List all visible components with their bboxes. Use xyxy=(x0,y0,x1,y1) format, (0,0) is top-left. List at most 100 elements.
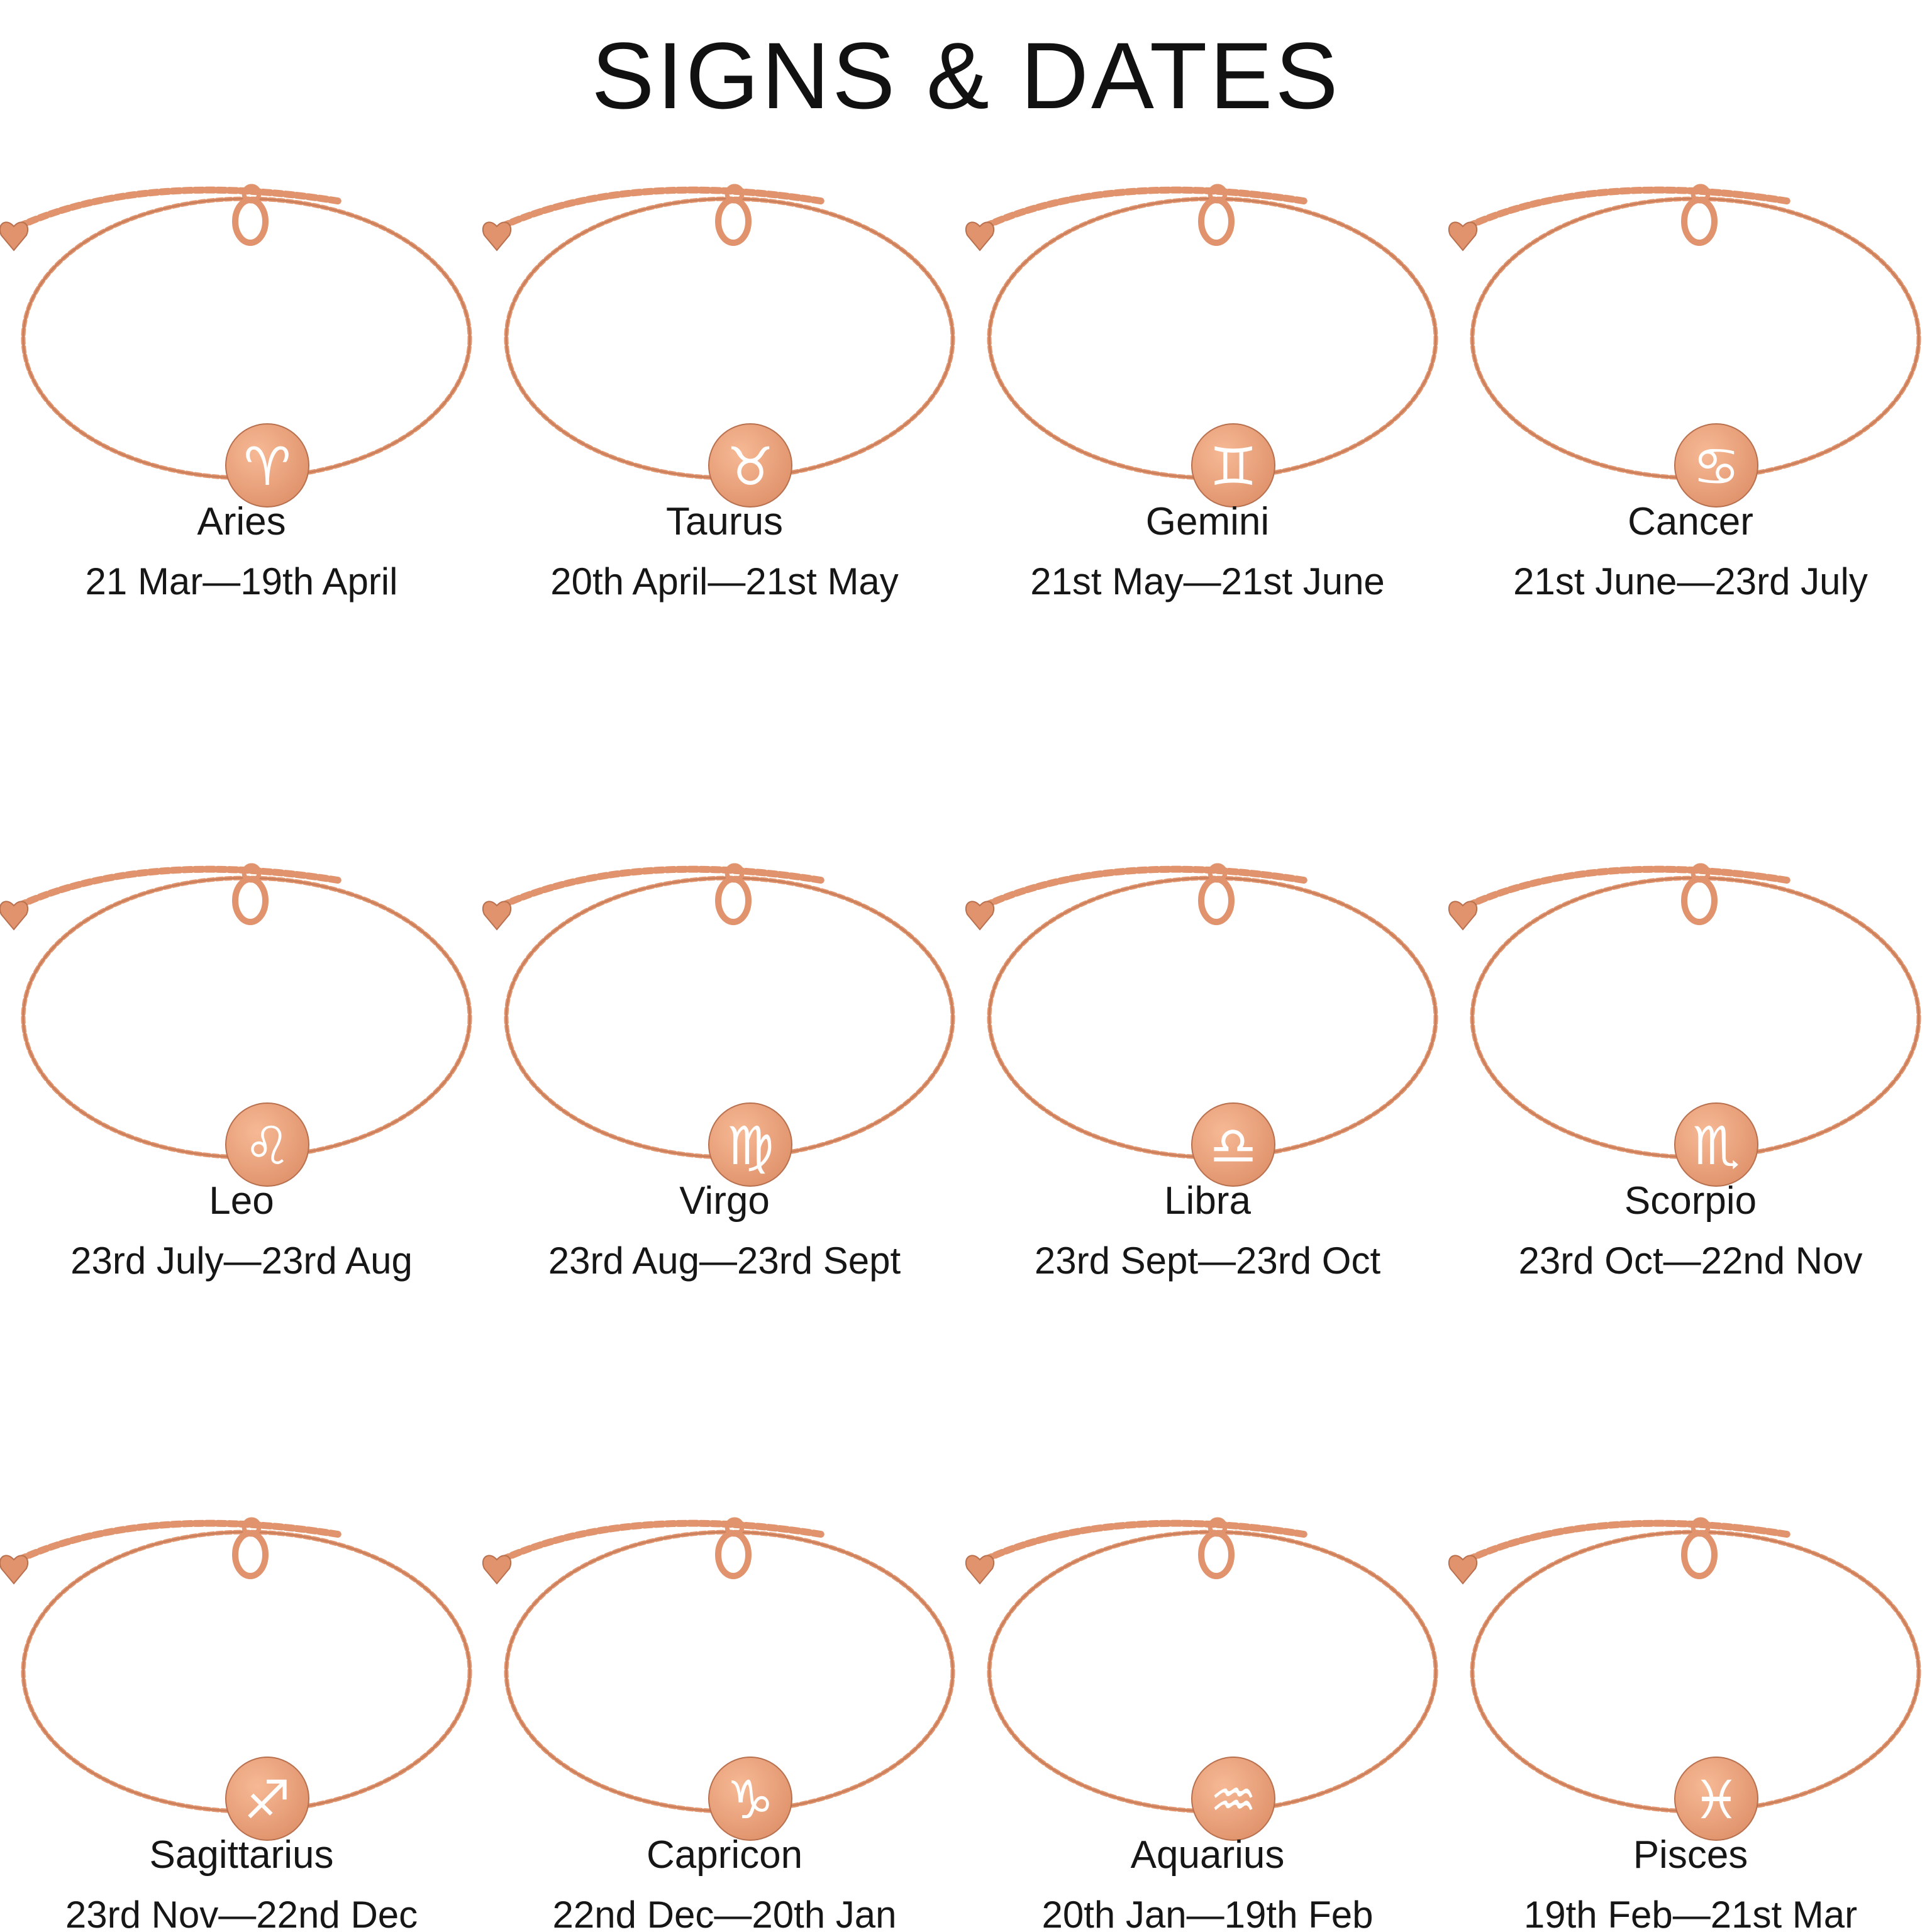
lobster-clasp-icon xyxy=(1198,1517,1235,1579)
sign-name: Cancer xyxy=(1628,500,1753,543)
taurus-icon: ♉ xyxy=(726,436,774,497)
extension-chain xyxy=(498,865,826,909)
sign-dates: 21st June—23rd July xyxy=(1513,560,1868,602)
scorpio-icon: ♏ xyxy=(1692,1115,1740,1177)
lobster-clasp-icon xyxy=(1198,863,1235,925)
sign-name: Leo xyxy=(209,1179,274,1223)
sign-dates: 23rd Oct—22nd Nov xyxy=(1518,1240,1863,1282)
heart-charm-icon xyxy=(965,1555,994,1585)
sign-dates: 20th April—21st May xyxy=(550,560,899,602)
bracelet-image: ♈ xyxy=(0,184,472,508)
sign-dates: 23rd Aug—23rd Sept xyxy=(548,1240,901,1282)
sign-dates: 23rd Sept—23rd Oct xyxy=(1034,1240,1381,1282)
bracelet-card-aquarius: ♒ Aquarius 20th Jan—19th Feb xyxy=(965,1478,1449,1932)
lobster-clasp-icon xyxy=(1681,184,1718,246)
zodiac-pendant: ♌ xyxy=(225,1102,309,1187)
sign-name: Taurus xyxy=(665,500,784,543)
aquarius-icon: ♒ xyxy=(1209,1769,1257,1831)
heart-charm-icon xyxy=(965,221,994,252)
zodiac-pendant: ♎ xyxy=(1191,1102,1275,1187)
sign-name: Aquarius xyxy=(1130,1833,1285,1877)
sign-name: Libra xyxy=(1164,1179,1251,1223)
heart-charm-icon xyxy=(1448,1555,1477,1585)
sign-name: Scorpio xyxy=(1624,1179,1757,1223)
bracelet-image: ♎ xyxy=(965,863,1438,1187)
sign-name: Pisces xyxy=(1633,1833,1748,1877)
heart-charm-icon xyxy=(0,901,28,931)
lobster-clasp-icon xyxy=(1198,184,1235,246)
bracelet-card-libra: ♎ Libra 23rd Sept—23rd Oct xyxy=(965,824,1449,1453)
sign-name: Gemini xyxy=(1145,500,1270,543)
sign-dates: 21 Mar—19th April xyxy=(85,560,398,602)
bracelet-image: ♊ xyxy=(965,184,1438,508)
sign-dates: 21st May—21st June xyxy=(1030,560,1385,602)
bracelet-card-scorpio: ♏ Scorpio 23rd Oct—22nd Nov xyxy=(1448,824,1932,1453)
bracelet-card-virgo: ♍ Virgo 23rd Aug—23rd Sept xyxy=(482,824,966,1453)
sign-name: Capricon xyxy=(646,1833,803,1877)
zodiac-pendant: ♓ xyxy=(1674,1757,1758,1841)
bracelet-card-sagittarius: ♐ Sagittarius 23rd Nov—22nd Dec xyxy=(0,1478,483,1932)
bracelet-image: ♓ xyxy=(1448,1517,1921,1841)
extension-chain xyxy=(981,186,1309,230)
sign-dates: 23rd Nov—22nd Dec xyxy=(65,1894,418,1932)
heart-charm-icon xyxy=(482,901,511,931)
sagittarius-icon: ♐ xyxy=(243,1769,291,1831)
heart-charm-icon xyxy=(1448,221,1477,252)
leo-icon: ♌ xyxy=(243,1115,291,1177)
zodiac-pendant: ♍ xyxy=(708,1102,792,1187)
bracelet-card-leo: ♌ Leo 23rd July—23rd Aug xyxy=(0,824,483,1453)
lobster-clasp-icon xyxy=(715,184,752,246)
zodiac-pendant: ♈ xyxy=(225,423,309,508)
extension-chain xyxy=(1464,1519,1792,1563)
zodiac-pendant: ♋ xyxy=(1674,423,1758,508)
extension-chain xyxy=(498,1519,826,1563)
gemini-icon: ♊ xyxy=(1209,436,1257,497)
bracelet-card-cancer: ♋ Cancer 21st June—23rd July xyxy=(1448,145,1932,774)
sign-dates: 20th Jan—19th Feb xyxy=(1041,1894,1374,1932)
lobster-clasp-icon xyxy=(1681,1517,1718,1579)
zodiac-pendant: ♉ xyxy=(708,423,792,508)
extension-chain xyxy=(1464,186,1792,230)
heart-charm-icon xyxy=(482,1555,511,1585)
bracelet-card-aries: ♈ Aries 21 Mar—19th April xyxy=(0,145,483,774)
extension-chain xyxy=(498,186,826,230)
sign-name: Aries xyxy=(197,500,286,543)
bracelet-image: ♌ xyxy=(0,863,472,1187)
sign-dates: 22nd Dec—20th Jan xyxy=(552,1894,897,1932)
bracelet-image: ♋ xyxy=(1448,184,1921,508)
heart-charm-icon xyxy=(1448,901,1477,931)
lobster-clasp-icon xyxy=(232,1517,269,1579)
bracelet-card-taurus: ♉ Taurus 20th April—21st May xyxy=(482,145,966,774)
bracelet-card-pisces: ♓ Pisces 19th Feb—21st Mar xyxy=(1448,1478,1932,1932)
extension-chain xyxy=(1464,865,1792,909)
libra-icon: ♎ xyxy=(1209,1115,1257,1177)
bracelet-card-capricon: ♑ Capricon 22nd Dec—20th Jan xyxy=(482,1478,966,1932)
sign-name: Virgo xyxy=(679,1179,770,1223)
zodiac-pendant: ♏ xyxy=(1674,1102,1758,1187)
bracelet-image: ♉ xyxy=(482,184,955,508)
bracelet-image: ♏ xyxy=(1448,863,1921,1187)
extension-chain xyxy=(981,1519,1309,1563)
sign-dates: 23rd July—23rd Aug xyxy=(70,1240,413,1282)
extension-chain xyxy=(981,865,1309,909)
page-title: SIGNS & DATES xyxy=(591,23,1341,128)
bracelet-image: ♑ xyxy=(482,1517,955,1841)
lobster-clasp-icon xyxy=(232,184,269,246)
lobster-clasp-icon xyxy=(1681,863,1718,925)
bracelet-image: ♒ xyxy=(965,1517,1438,1841)
cancer-icon: ♋ xyxy=(1692,436,1740,497)
bracelet-image: ♐ xyxy=(0,1517,472,1841)
heart-charm-icon xyxy=(0,221,28,252)
bracelet-image: ♍ xyxy=(482,863,955,1187)
zodiac-pendant: ♒ xyxy=(1191,1757,1275,1841)
heart-charm-icon xyxy=(0,1555,28,1585)
pisces-icon: ♓ xyxy=(1692,1769,1740,1831)
aries-icon: ♈ xyxy=(243,436,291,497)
virgo-icon: ♍ xyxy=(726,1115,774,1177)
lobster-clasp-icon xyxy=(715,863,752,925)
capricorn-icon: ♑ xyxy=(726,1769,774,1831)
lobster-clasp-icon xyxy=(232,863,269,925)
heart-charm-icon xyxy=(482,221,511,252)
zodiac-pendant: ♊ xyxy=(1191,423,1275,508)
